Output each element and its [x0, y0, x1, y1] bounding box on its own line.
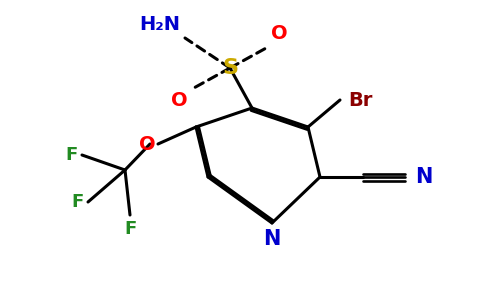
Text: N: N: [263, 229, 281, 249]
Text: F: F: [124, 220, 136, 238]
Text: O: O: [271, 24, 287, 43]
Text: F: F: [66, 146, 78, 164]
Text: S: S: [222, 58, 238, 78]
Text: Br: Br: [348, 91, 372, 110]
Text: O: O: [139, 134, 156, 154]
Text: O: O: [171, 91, 188, 110]
Text: H₂N: H₂N: [139, 15, 180, 34]
Text: F: F: [72, 193, 84, 211]
Text: N: N: [415, 167, 432, 187]
